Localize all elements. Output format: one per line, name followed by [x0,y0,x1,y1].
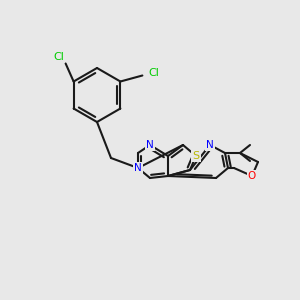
Text: Cl: Cl [148,68,159,79]
Text: S: S [134,163,142,173]
Text: S: S [192,151,200,161]
Text: O: O [248,171,256,181]
Text: Cl: Cl [53,52,64,61]
Text: N: N [134,163,142,173]
Text: N: N [146,140,154,150]
Text: N: N [206,140,214,150]
